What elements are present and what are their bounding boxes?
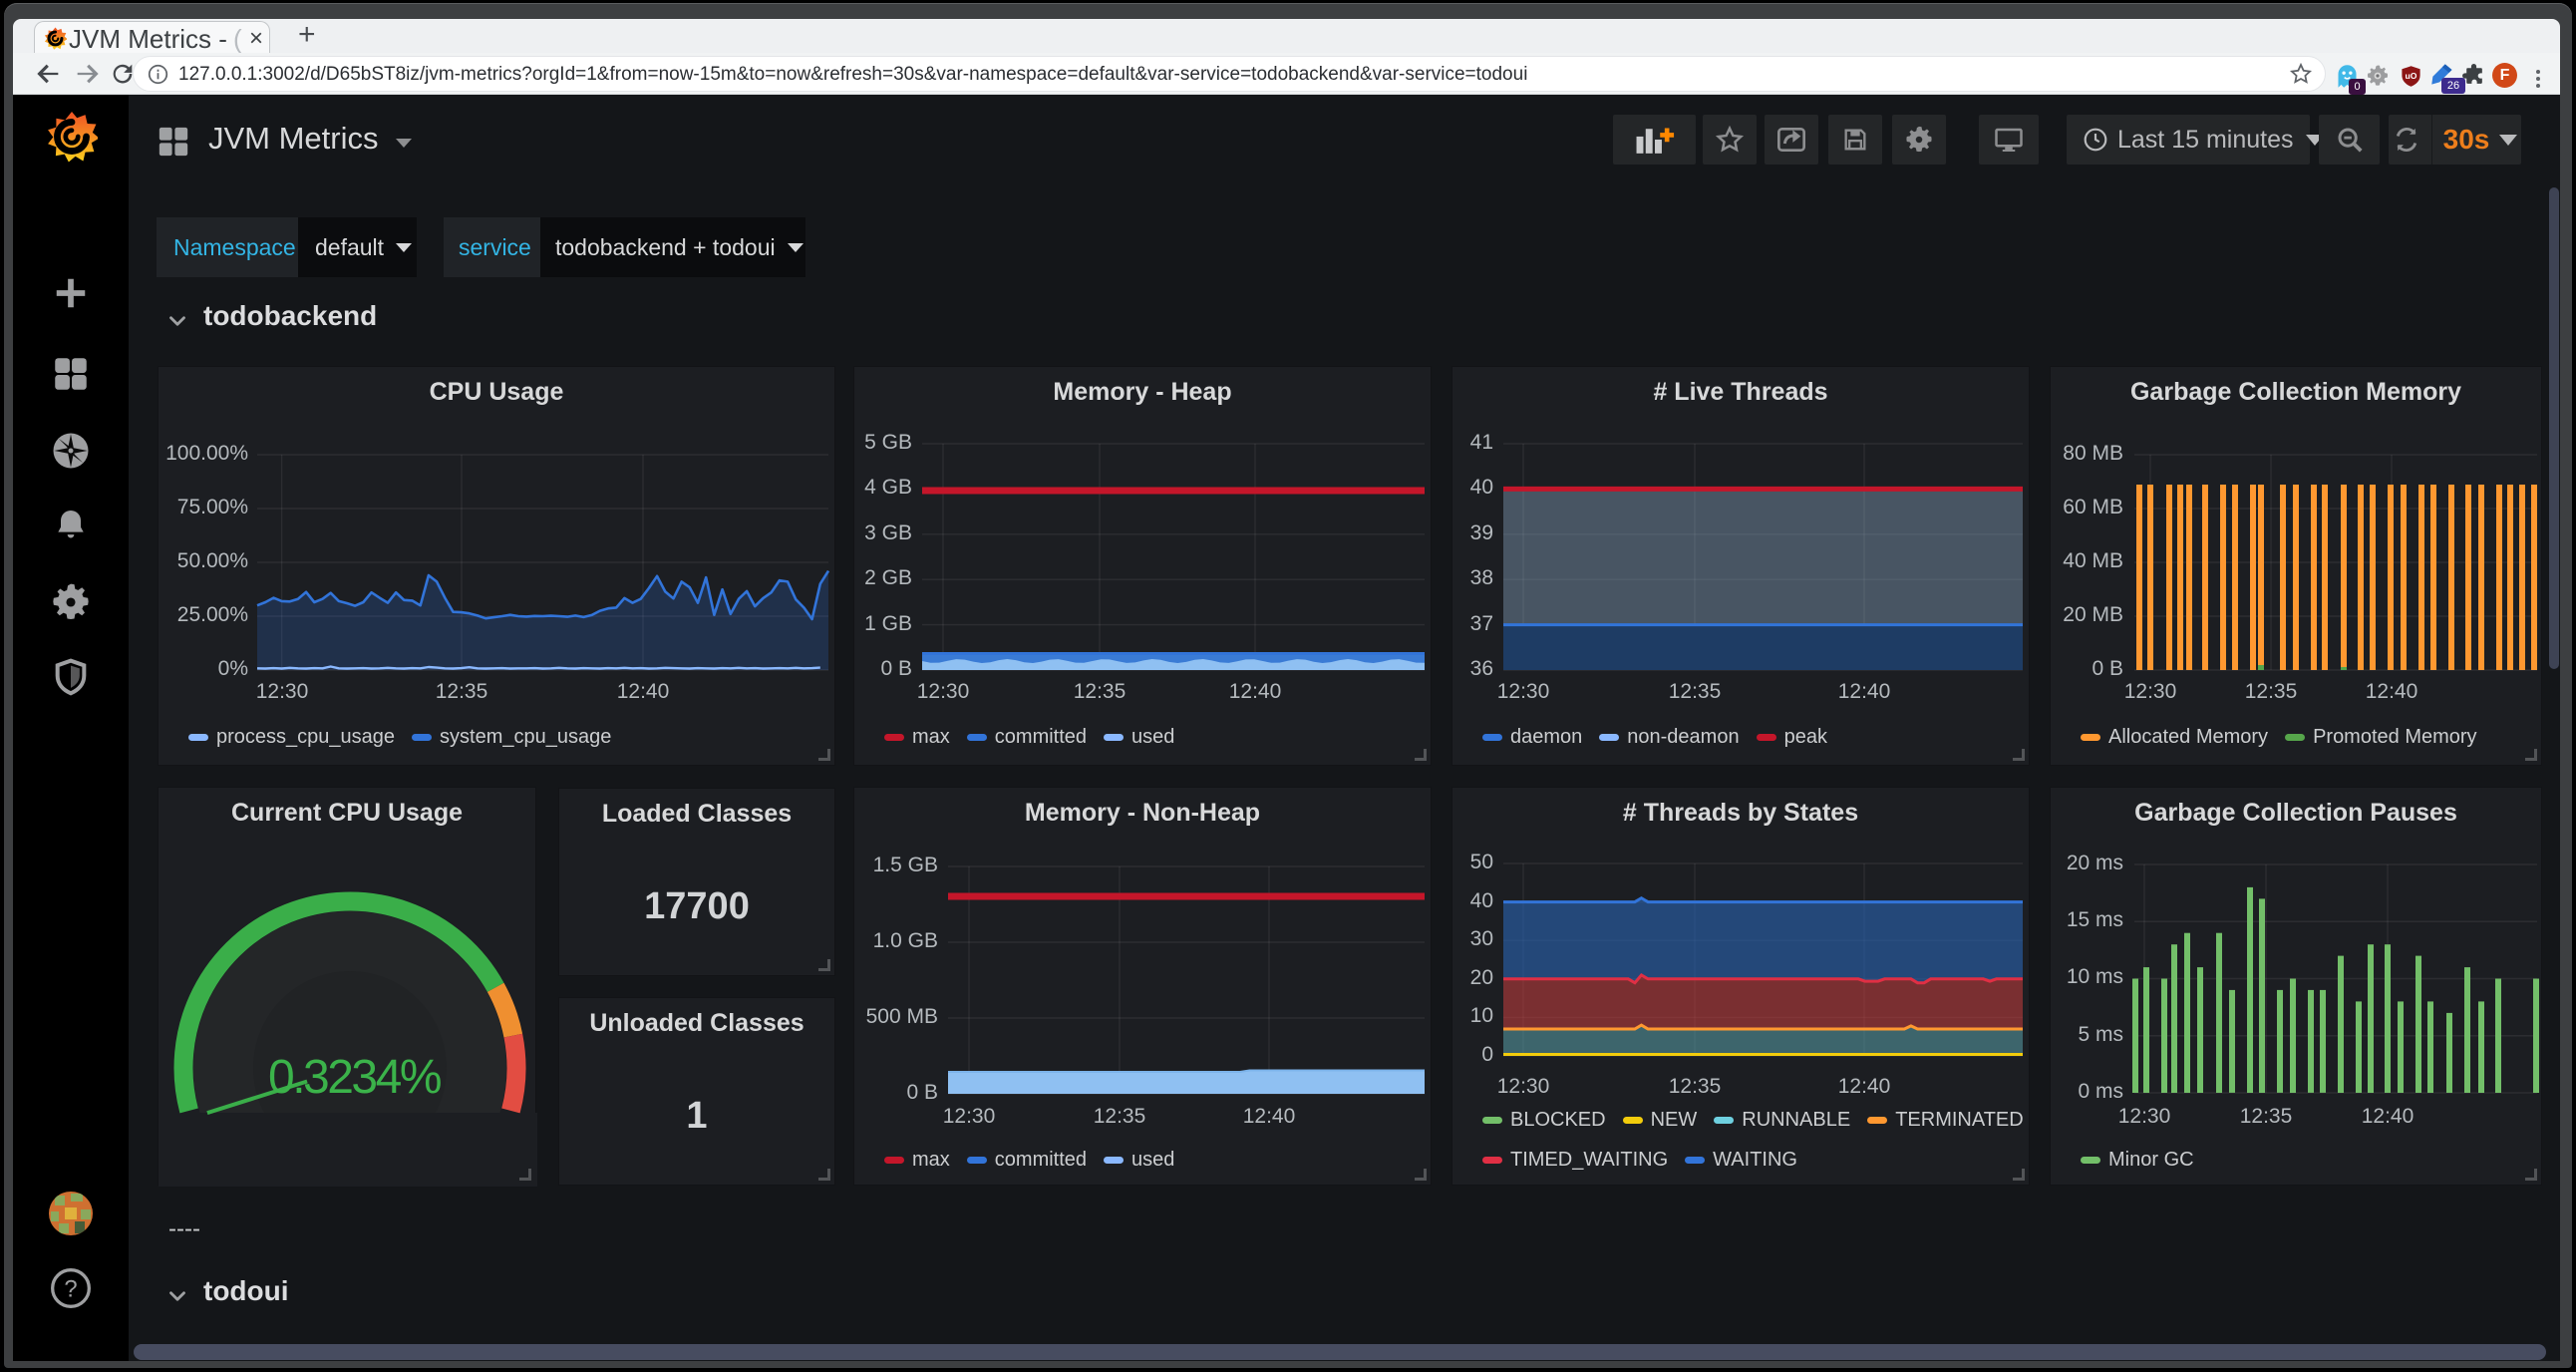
svg-text:0.3234%: 0.3234% [268, 1051, 441, 1104]
svg-text:uO: uO [2406, 71, 2417, 81]
svg-text:?: ? [64, 1275, 77, 1302]
